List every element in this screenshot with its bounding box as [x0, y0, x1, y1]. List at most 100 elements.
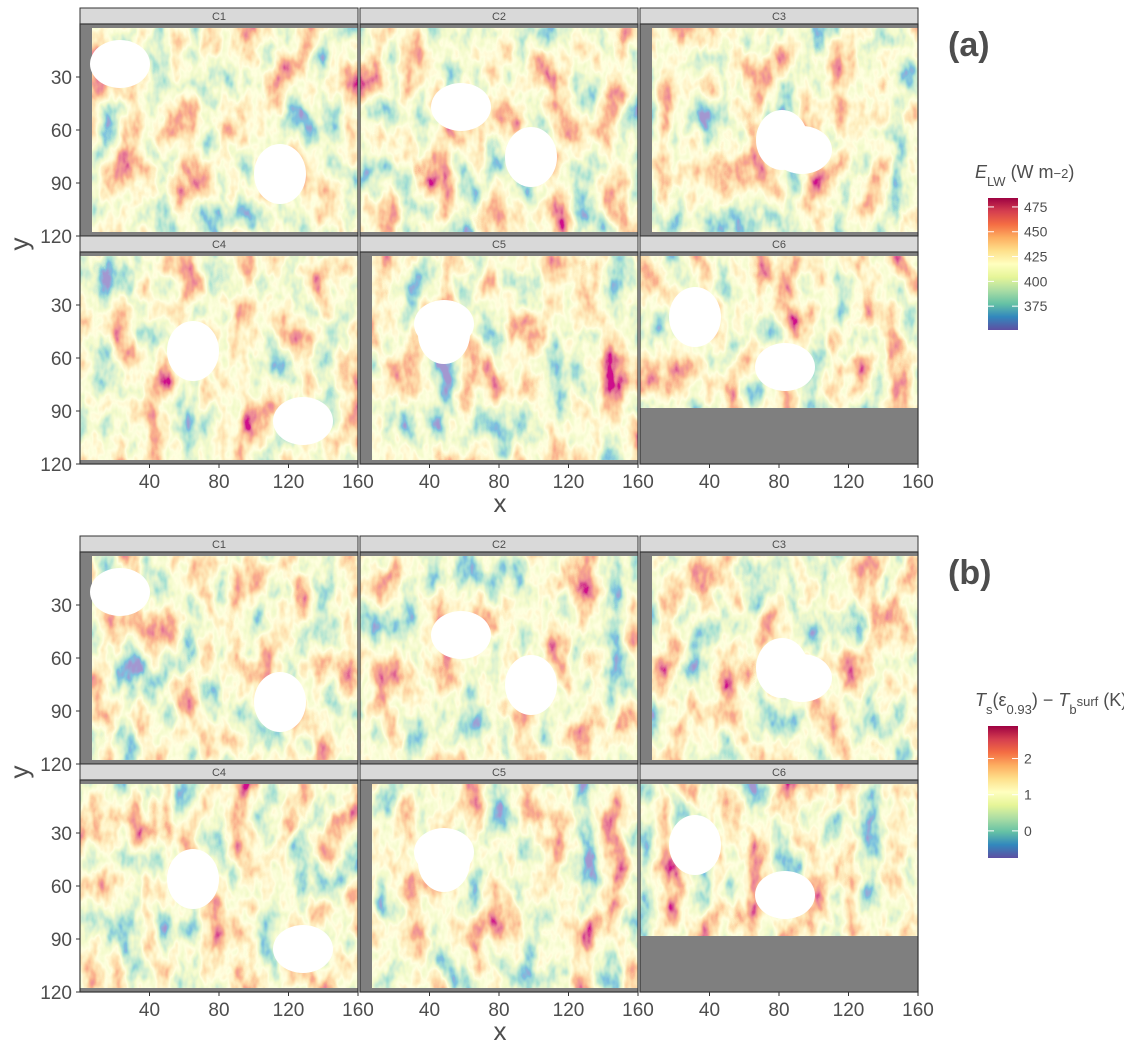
- colorbar-tick-label: 475: [1024, 199, 1048, 215]
- legend-title-part: ) −: [1032, 690, 1059, 710]
- legend-title-part: T: [1058, 690, 1071, 710]
- legend-title-part: 0.93: [1007, 702, 1032, 717]
- masked-area: [431, 611, 491, 659]
- facet-label: C2: [492, 11, 506, 23]
- masked-area: [418, 304, 470, 364]
- masked-area: [669, 815, 721, 875]
- facet-label: C1: [212, 11, 226, 23]
- x-tick-label: 40: [699, 472, 720, 493]
- legend-title-part: LW: [987, 174, 1006, 189]
- thermal-image: [372, 784, 638, 988]
- x-tick-label: 120: [273, 472, 305, 493]
- y-tick-label: 120: [40, 755, 72, 776]
- colorbar-tick-label: 1: [1024, 787, 1032, 803]
- legend-title-part: T: [975, 690, 988, 710]
- y-tick-label: 90: [51, 174, 72, 195]
- y-tick-label: 30: [51, 296, 72, 317]
- y-axis-title: y: [4, 238, 34, 251]
- masked-area: [669, 287, 721, 347]
- facet-label: C2: [492, 539, 506, 551]
- colorbar: [988, 198, 1018, 330]
- y-tick-label: 30: [51, 596, 72, 617]
- y-tick-label: 60: [51, 349, 72, 370]
- legend-title-part: −2: [1054, 166, 1069, 181]
- x-axis-title: x: [494, 488, 507, 518]
- legend-title-part: surf: [1077, 694, 1099, 709]
- masked-area: [90, 568, 150, 616]
- y-tick-label: 30: [51, 68, 72, 89]
- panel-label: (a): [948, 26, 990, 64]
- facet-label: C5: [492, 239, 506, 251]
- masked-area: [755, 343, 815, 391]
- y-tick-label: 30: [51, 824, 72, 845]
- y-tick-label: 120: [40, 455, 72, 476]
- masked-area: [167, 849, 219, 909]
- masked-area: [418, 832, 470, 892]
- x-tick-label: 160: [342, 472, 374, 493]
- x-tick-label: 80: [768, 472, 789, 493]
- colorbar-tick-label: 0: [1024, 823, 1032, 839]
- thermal-image: [360, 556, 638, 760]
- y-tick-label: 120: [40, 983, 72, 1004]
- x-tick-label: 120: [273, 1000, 305, 1021]
- x-axis-title: x: [494, 1016, 507, 1046]
- legend-title-part: (ε: [993, 690, 1007, 710]
- y-axis-title: y: [4, 766, 34, 779]
- colorbar-tick-label: 450: [1024, 224, 1048, 240]
- facet-label: C5: [492, 767, 506, 779]
- y-tick-label: 90: [51, 702, 72, 723]
- masked-area: [756, 638, 808, 698]
- x-tick-label: 160: [902, 1000, 934, 1021]
- colorbar-tick-label: 2: [1024, 751, 1032, 767]
- colorbar-tick-label: 425: [1024, 249, 1048, 265]
- masked-area: [505, 655, 557, 715]
- x-tick-label: 80: [208, 1000, 229, 1021]
- x-tick-label: 40: [419, 1000, 440, 1021]
- legend-title-part: b: [1069, 702, 1076, 717]
- masked-area: [90, 40, 150, 88]
- x-tick-label: 160: [622, 472, 654, 493]
- legend-title: Ts(ε0.93) − Tbsurf (K): [975, 690, 1124, 717]
- masked-area: [431, 83, 491, 131]
- masked-area: [273, 397, 333, 445]
- masked-area: [254, 144, 306, 204]
- thermal-image: [372, 256, 638, 460]
- y-tick-label: 60: [51, 649, 72, 670]
- colorbar: [988, 726, 1018, 858]
- masked-area: [505, 127, 557, 187]
- x-tick-label: 80: [208, 472, 229, 493]
- masked-area: [167, 321, 219, 381]
- x-tick-label: 40: [139, 472, 160, 493]
- colorbar-tick-label: 375: [1024, 298, 1048, 314]
- legend-title-part: (W m: [1006, 162, 1054, 182]
- x-tick-label: 40: [139, 1000, 160, 1021]
- x-tick-label: 40: [419, 472, 440, 493]
- masked-area: [756, 110, 808, 170]
- y-tick-label: 60: [51, 121, 72, 142]
- masked-area: [755, 871, 815, 919]
- y-tick-label: 60: [51, 877, 72, 898]
- thermal-image: [360, 28, 638, 232]
- y-tick-label: 90: [51, 402, 72, 423]
- legend-title-part: ): [1068, 162, 1074, 182]
- x-tick-label: 160: [342, 1000, 374, 1021]
- legend-title-part: (K): [1098, 690, 1124, 710]
- masked-area: [273, 925, 333, 973]
- x-tick-label: 80: [488, 1000, 509, 1021]
- facet-label: C3: [772, 11, 786, 23]
- x-tick-label: 80: [768, 1000, 789, 1021]
- x-tick-label: 120: [833, 472, 865, 493]
- masked-area: [254, 672, 306, 732]
- colorbar-tick-label: 400: [1024, 273, 1048, 289]
- legend-title-part: s: [986, 702, 993, 717]
- facet-label: C3: [772, 539, 786, 551]
- y-tick-label: 90: [51, 930, 72, 951]
- x-tick-label: 80: [488, 472, 509, 493]
- panel-label: (b): [948, 554, 991, 592]
- legend-title-part: E: [975, 162, 988, 182]
- facet-label: C4: [212, 767, 226, 779]
- legend-title: ELW (W m−2): [975, 162, 1074, 189]
- facet-label: C6: [772, 767, 786, 779]
- x-tick-label: 120: [833, 1000, 865, 1021]
